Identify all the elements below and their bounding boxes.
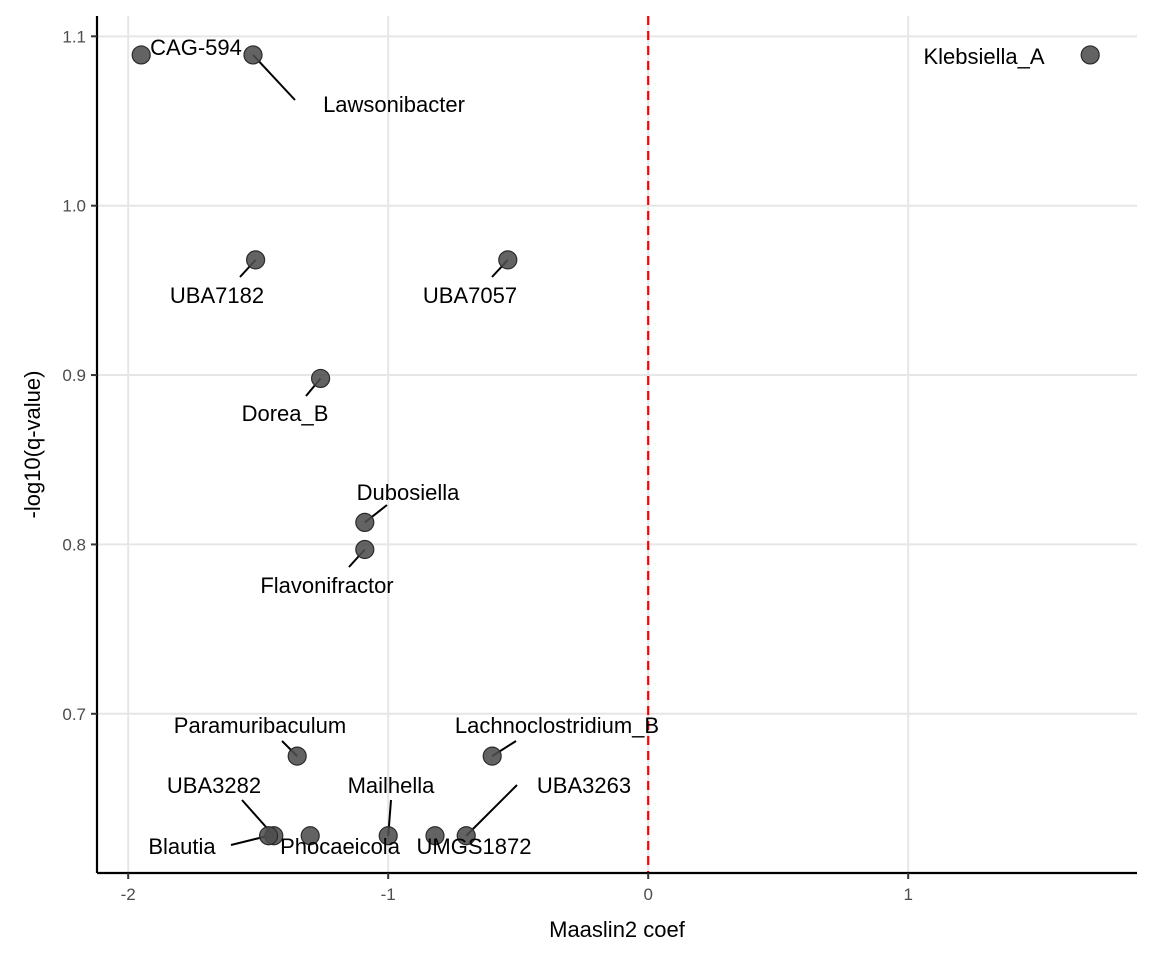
point-label: Dorea_B [242,401,329,426]
data-point [456,826,476,846]
point-label: Lachnoclostridium_B [455,713,659,738]
data-point [355,539,375,560]
point-label: Blautia [148,834,216,859]
point-labels: CAG-594 Lawsonibacter Klebsiella_A UBA7182 U… [148,35,1045,859]
y-tick-label: 1.0 [62,197,86,216]
data-point [498,250,518,270]
point-label: Flavonifractor [260,573,393,598]
data-point [243,45,263,65]
x-tick-label: 1 [903,885,912,904]
y-tick-label: 0.9 [62,366,86,385]
data-point [246,250,266,270]
point-label: Paramuribaculum [174,713,346,738]
point-label: UMGS1872 [417,834,532,859]
data-point [259,826,279,846]
data-points [131,45,1100,846]
axes [91,16,1137,879]
data-point [378,826,398,846]
data-point [425,826,445,846]
point-label: Phocaeicola [280,834,401,859]
x-tick-label: -2 [121,885,136,904]
y-tick-label: 0.7 [62,705,86,724]
data-point [1080,45,1100,65]
label-connector [252,54,296,101]
x-tick-label: 0 [643,885,652,904]
data-point [300,826,320,846]
label-connector [465,784,518,837]
data-point [355,512,375,533]
point-label: Lawsonibacter [323,92,465,117]
data-point [131,45,151,65]
y-tick-label: 0.8 [62,535,86,554]
point-label: UBA7182 [170,283,264,308]
point-label: UBA3282 [167,773,261,798]
point-label: Klebsiella_A [923,44,1044,69]
grid-lines [97,16,1137,873]
data-point [311,368,331,389]
data-point [482,746,502,766]
data-point [287,746,307,766]
point-label: Dubosiella [357,480,460,505]
y-tick-label: 1.1 [62,27,86,46]
x-axis-title: Maaslin2 coef [549,917,686,942]
point-label: Mailhella [348,773,436,798]
point-label: CAG-594 [150,35,242,60]
point-label: UBA7057 [423,283,517,308]
y-axis-title: -log10(q-value) [20,371,45,519]
tick-labels: -2 -1 0 1 0.7 0.8 0.9 1.0 1.1 [62,27,913,904]
x-tick-label: -1 [381,885,396,904]
point-label: UBA3263 [537,773,631,798]
